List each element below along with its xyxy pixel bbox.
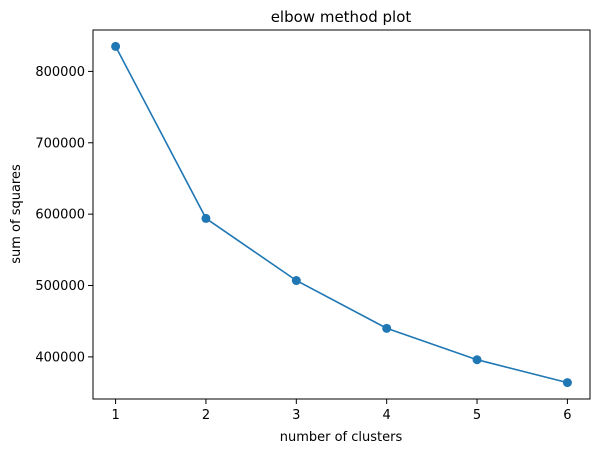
data-point xyxy=(291,276,301,286)
y-tick-label: 600000 xyxy=(35,208,85,223)
series-line xyxy=(114,46,568,384)
x-tick-label: 1 xyxy=(111,408,119,423)
y-tick-label: 400000 xyxy=(35,350,85,365)
x-tick-label: 2 xyxy=(202,408,210,423)
x-tick-label: 4 xyxy=(383,408,391,423)
y-axis: 400000 500000 600000 700000 800000 xyxy=(35,65,93,365)
x-axis-label: number of clusters xyxy=(280,430,403,445)
plot-area-frame xyxy=(92,29,591,400)
data-point xyxy=(472,355,482,365)
y-tick-label: 500000 xyxy=(35,279,85,294)
y-tick-label: 800000 xyxy=(35,65,85,80)
x-tick-label: 3 xyxy=(292,408,300,423)
y-axis-label: sum of squares xyxy=(9,164,24,264)
y-tick-label: 700000 xyxy=(35,136,85,151)
data-point xyxy=(111,41,121,51)
x-tick-label: 5 xyxy=(473,408,481,423)
x-axis: 1 2 3 4 5 6 xyxy=(111,399,572,423)
chart-title: elbow method plot xyxy=(271,8,412,26)
data-point xyxy=(562,378,572,388)
data-point xyxy=(201,213,211,223)
data-point xyxy=(382,323,392,333)
series-markers xyxy=(111,41,572,388)
x-tick-label: 6 xyxy=(563,408,571,423)
